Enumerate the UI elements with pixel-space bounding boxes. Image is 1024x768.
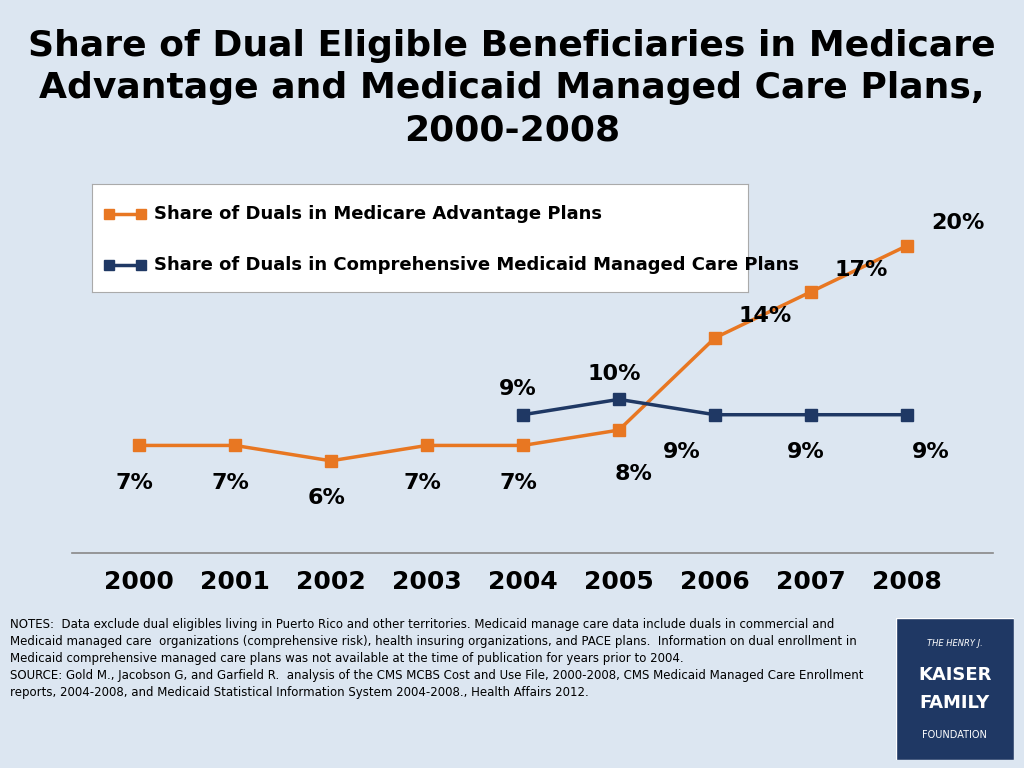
Text: 7%: 7% — [115, 473, 153, 493]
Text: 7%: 7% — [403, 473, 441, 493]
Text: 10%: 10% — [588, 364, 641, 384]
Text: 14%: 14% — [739, 306, 793, 326]
Text: 6%: 6% — [307, 488, 345, 508]
Text: NOTES:  Data exclude dual eligibles living in Puerto Rico and other territories.: NOTES: Data exclude dual eligibles livin… — [10, 618, 863, 699]
Text: 7%: 7% — [499, 473, 537, 493]
Text: Share of Dual Eligible Beneficiaries in Medicare
Advantage and Medicaid Managed : Share of Dual Eligible Beneficiaries in … — [29, 29, 995, 147]
FancyBboxPatch shape — [896, 618, 1014, 760]
Text: 20%: 20% — [931, 214, 984, 233]
Text: 9%: 9% — [912, 442, 949, 462]
Text: 17%: 17% — [835, 260, 888, 280]
Text: FOUNDATION: FOUNDATION — [923, 730, 987, 740]
Text: 9%: 9% — [500, 379, 537, 399]
Text: 9%: 9% — [787, 442, 825, 462]
Text: Share of Duals in Comprehensive Medicaid Managed Care Plans: Share of Duals in Comprehensive Medicaid… — [155, 256, 800, 274]
Text: FAMILY: FAMILY — [920, 694, 990, 713]
Text: 8%: 8% — [614, 464, 652, 484]
Text: 9%: 9% — [663, 442, 700, 462]
Text: KAISER: KAISER — [919, 666, 991, 684]
Text: THE HENRY J.: THE HENRY J. — [927, 639, 983, 648]
Text: Share of Duals in Medicare Advantage Plans: Share of Duals in Medicare Advantage Pla… — [155, 205, 602, 223]
Text: 7%: 7% — [211, 473, 249, 493]
